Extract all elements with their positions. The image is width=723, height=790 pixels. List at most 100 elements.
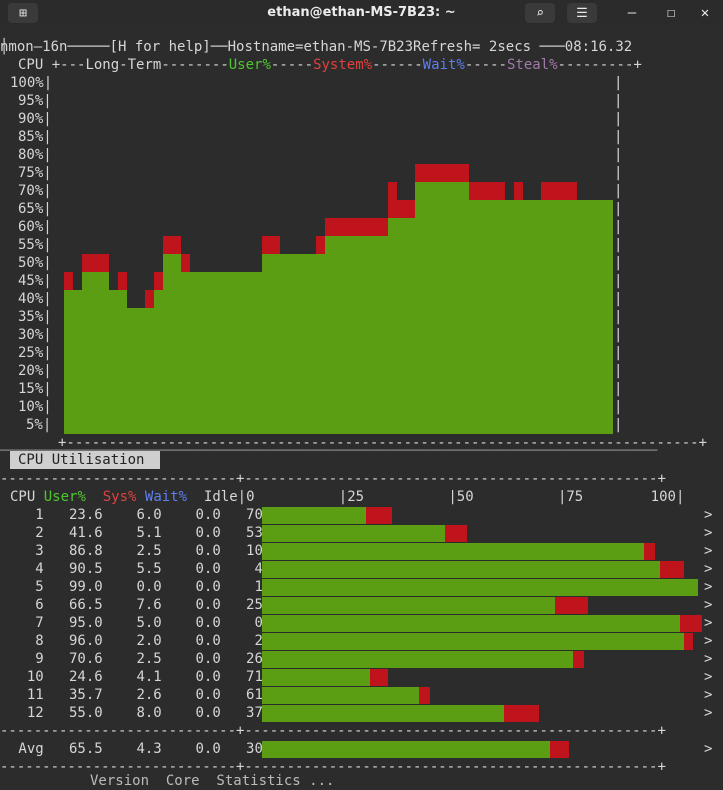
cpu-row-sys-bar	[573, 651, 584, 668]
user-pct: 41.6	[43, 525, 103, 541]
maximize-icon: ☐	[666, 5, 676, 21]
long-term-sys-bar	[424, 164, 433, 182]
cpu-row-user-bar	[262, 561, 660, 578]
window-title: ethan@ethan-MS-7B23: ~	[267, 5, 456, 20]
long-term-user-bar	[307, 254, 316, 434]
y-axis-label: 40%|	[18, 291, 52, 307]
cpu-row-stats: 5 99.0 0.0 0.0 1.0|	[10, 578, 288, 596]
sys-pct: 2.5	[102, 543, 162, 559]
long-term-sys-bar	[163, 236, 172, 254]
cpu-row-user-bar	[262, 651, 573, 668]
long-term-user-bar	[424, 182, 433, 434]
long-term-user-bar	[433, 182, 442, 434]
row-end-marker: >	[704, 615, 713, 631]
new-tab-button[interactable]: ⊞	[8, 3, 38, 23]
long-term-user-bar	[343, 236, 352, 434]
row-end-marker: >	[704, 633, 713, 649]
long-term-user-bar	[523, 200, 532, 434]
long-term-sys-bar	[460, 164, 469, 182]
col-user: User%	[43, 489, 86, 505]
long-term-sys-bar	[172, 236, 181, 254]
chart-right-edge: |	[614, 345, 623, 361]
search-icon: ⌕	[536, 5, 544, 21]
long-term-sys-bar	[568, 182, 577, 200]
long-term-user-bar	[505, 200, 514, 434]
cpu-row-stats: 2 41.6 5.1 0.0 53.3|	[10, 524, 288, 542]
close-button[interactable]: ✕	[693, 3, 717, 23]
long-term-user-bar	[271, 254, 280, 434]
long-term-sys-bar	[262, 236, 271, 254]
long-term-sys-bar	[559, 182, 568, 200]
long-term-user-bar	[181, 272, 190, 434]
long-term-legend: CPU +---Long-Term--------User%-----Syste…	[18, 57, 642, 73]
cpu-row-stats: 11 35.7 2.6 0.0 61.7|	[10, 686, 288, 704]
long-term-user-bar	[415, 182, 424, 434]
cpu-row-user-bar	[262, 669, 370, 686]
cpu-id: 7	[10, 615, 44, 631]
util-bottom-border: ----------------------------+-----------…	[0, 759, 666, 775]
long-term-user-bar	[154, 290, 163, 434]
minimize-button[interactable]: –	[620, 3, 644, 23]
chart-right-edge: |	[614, 201, 623, 217]
user-pct: 95.0	[43, 615, 103, 631]
wait-pct: 0.0	[161, 705, 221, 721]
y-axis-label: 70%|	[18, 183, 52, 199]
long-term-user-bar	[550, 200, 559, 434]
cpu-utilisation-tab[interactable]: CPU Utilisation	[10, 451, 160, 469]
menu-button[interactable]: ☰	[567, 3, 597, 23]
long-term-sys-bar	[334, 218, 343, 236]
cpu-id: 10	[10, 669, 44, 685]
long-term-user-bar	[577, 200, 586, 434]
sys-pct: 6.0	[102, 507, 162, 523]
long-term-sys-bar	[433, 164, 442, 182]
chart-right-edge: |	[614, 237, 623, 253]
long-term-sys-bar	[352, 218, 361, 236]
nmon-app-name: nmon—16n	[0, 39, 68, 55]
long-term-user-bar	[487, 200, 496, 434]
close-icon: ✕	[700, 5, 710, 21]
cpu-id: 3	[10, 543, 44, 559]
cpu-row-sys-bar	[684, 633, 693, 650]
long-term-sys-bar	[82, 254, 91, 272]
row-end-marker: >	[704, 579, 713, 595]
user-pct: 90.5	[43, 561, 103, 577]
maximize-button[interactable]: ☐	[659, 3, 683, 23]
long-term-sys-bar	[325, 218, 334, 236]
user-pct: 65.5	[43, 741, 103, 757]
long-term-user-bar	[451, 182, 460, 434]
long-term-user-bar	[496, 200, 505, 434]
y-axis-label: 95%|	[18, 93, 52, 109]
cpu-row-user-bar	[262, 543, 644, 560]
user-pct: 35.7	[43, 687, 103, 703]
row-end-marker: >	[704, 705, 713, 721]
y-axis-label: 10%|	[18, 399, 52, 415]
search-button[interactable]: ⌕	[525, 3, 555, 23]
cpu-id: Avg	[10, 741, 44, 757]
cpu-id: 9	[10, 651, 44, 667]
long-term-user-bar	[604, 200, 613, 434]
hamburger-menu-icon: ☰	[576, 5, 588, 21]
row-end-marker: >	[704, 687, 713, 703]
cpu-row-stats: 10 24.6 4.1 0.0 71.3|	[10, 668, 288, 686]
cpu-row-sys-bar	[366, 507, 392, 524]
long-term-sys-bar	[469, 182, 478, 200]
long-term-user-bar	[289, 254, 298, 434]
avg-row-sys-bar	[550, 741, 569, 758]
cpu-row-sys-bar	[660, 561, 684, 578]
legend-wait: Wait%	[422, 57, 465, 73]
row-end-marker: >	[704, 561, 713, 577]
terminal[interactable]: nmon—16n─────[H for help]──Hostname=etha…	[0, 26, 723, 789]
chart-right-edge: |	[614, 399, 623, 415]
long-term-sys-bar	[487, 182, 496, 200]
cpu-id: 11	[10, 687, 44, 703]
cpu-id: 12	[10, 705, 44, 721]
long-term-user-bar	[226, 272, 235, 434]
long-term-user-bar	[379, 236, 388, 434]
long-term-user-bar	[73, 290, 82, 434]
clock: 08:16.32	[564, 39, 633, 55]
sys-pct: 4.3	[102, 741, 162, 757]
chart-right-edge: |	[614, 111, 623, 127]
cpu-row-user-bar	[262, 579, 698, 596]
user-pct: 23.6	[43, 507, 103, 523]
legend-title: Long-Term	[85, 57, 162, 73]
